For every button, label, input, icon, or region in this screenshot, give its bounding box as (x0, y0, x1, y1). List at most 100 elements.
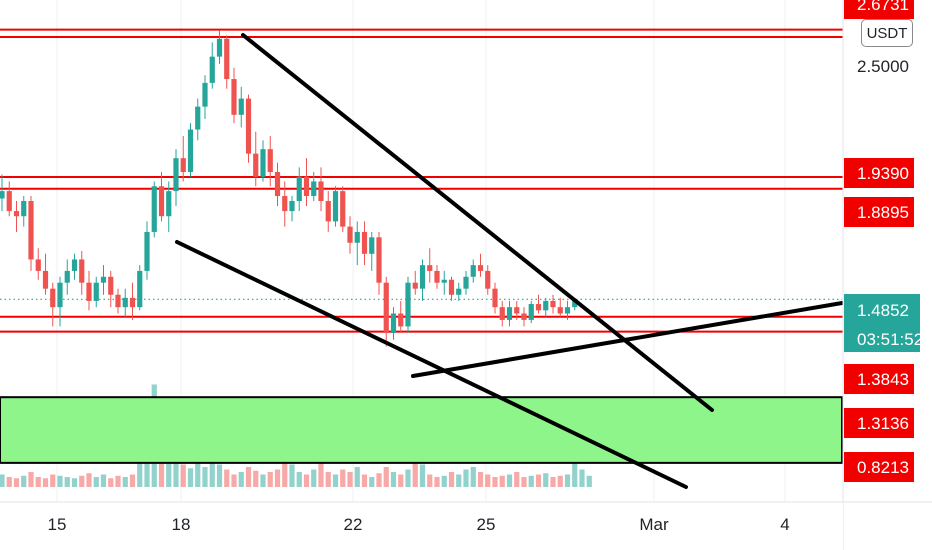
volume-bar (347, 472, 353, 487)
candle-body (79, 259, 85, 283)
volume-bar (13, 478, 20, 487)
candle (521, 307, 527, 327)
candle (485, 265, 491, 295)
candle-body (477, 265, 484, 271)
volume-bar (267, 472, 273, 487)
candle (419, 259, 426, 301)
volume-bar (506, 474, 513, 487)
candle-body (166, 191, 172, 217)
candle-body (419, 265, 426, 289)
candle (86, 270, 92, 311)
last-price-box (844, 294, 920, 352)
volume-bar (456, 474, 462, 487)
time-axis: 15 18 22 25 Mar 4 (0, 501, 932, 550)
candle (456, 282, 462, 301)
candle (13, 200, 20, 232)
candle-body (260, 149, 266, 177)
volume-bar (137, 454, 143, 487)
candle (195, 98, 201, 141)
candle (267, 135, 273, 187)
price-level-box (844, 158, 914, 188)
volume-bar (390, 472, 397, 487)
volume-bar (535, 474, 542, 487)
candle (28, 196, 34, 271)
candle (514, 300, 520, 320)
candle (173, 149, 179, 207)
time-tick-label: 4 (780, 515, 789, 534)
time-tick-label: 25 (477, 515, 496, 534)
candle (71, 253, 78, 280)
candle-body (231, 79, 237, 115)
candle (550, 294, 556, 314)
candle (448, 276, 455, 301)
candle-body (195, 106, 201, 130)
volume-bar (50, 474, 56, 487)
volume-bar (21, 475, 27, 487)
volume-bar (100, 474, 107, 487)
volume-bar (318, 462, 324, 487)
candle-body (448, 279, 455, 295)
candle (354, 221, 360, 266)
volume-bar (129, 474, 136, 487)
candle-body (180, 158, 186, 172)
candle-body (282, 196, 288, 212)
candle-body (325, 200, 331, 222)
candle-body (187, 129, 194, 172)
candle-body (122, 297, 128, 308)
volume-bar (6, 477, 12, 487)
candle (557, 297, 563, 317)
candle-body (434, 270, 440, 283)
candle-body (28, 200, 34, 260)
volume-bar (311, 469, 317, 487)
volume-bar (253, 470, 259, 487)
candle-body (267, 149, 273, 172)
price-level-box (844, 0, 914, 19)
candle (325, 191, 331, 232)
candle (253, 131, 259, 187)
countdown-label: 03:51:52 (857, 330, 923, 349)
candle-body (21, 200, 27, 217)
price-level-label: 1.3843 (857, 370, 909, 389)
candle-body (13, 211, 20, 217)
currency-selector-button[interactable]: USDT (861, 19, 913, 47)
candle-body (506, 307, 513, 320)
candle-body (42, 270, 49, 289)
volume-bar (572, 462, 578, 487)
candle (376, 231, 382, 295)
volume-bar (441, 475, 447, 487)
candle-body (456, 288, 462, 295)
candle (463, 270, 469, 295)
volume-bar (180, 464, 186, 487)
upper-falling-trendline (241, 33, 714, 412)
candle (35, 248, 41, 280)
candle-body (412, 282, 418, 289)
volume-bar (71, 478, 78, 487)
candle-body (535, 304, 542, 311)
candle-body (100, 276, 107, 283)
volume-bar (122, 477, 128, 487)
candle (129, 282, 136, 320)
candle-body (550, 300, 556, 308)
candle (115, 288, 121, 314)
volume-bar (187, 468, 194, 487)
candle (57, 276, 63, 327)
candle-body (499, 307, 505, 320)
volume-bar (64, 477, 70, 487)
candle-body (347, 226, 353, 243)
volume-bar (398, 474, 404, 487)
volume-bar (224, 469, 230, 487)
volume-bar (108, 478, 114, 487)
candle (151, 181, 157, 238)
last-price-label: 1.4852 (857, 301, 909, 320)
volume-bar (485, 474, 491, 487)
candle-body (158, 186, 165, 217)
volume-bar (289, 464, 295, 487)
price-level-label: 1.8895 (857, 203, 909, 222)
candle-body (514, 307, 520, 314)
volume-bar (514, 472, 520, 487)
volume-bar (231, 474, 237, 487)
price-tick-label: 2.5000 (857, 57, 909, 76)
support-zone-group (0, 396, 843, 464)
